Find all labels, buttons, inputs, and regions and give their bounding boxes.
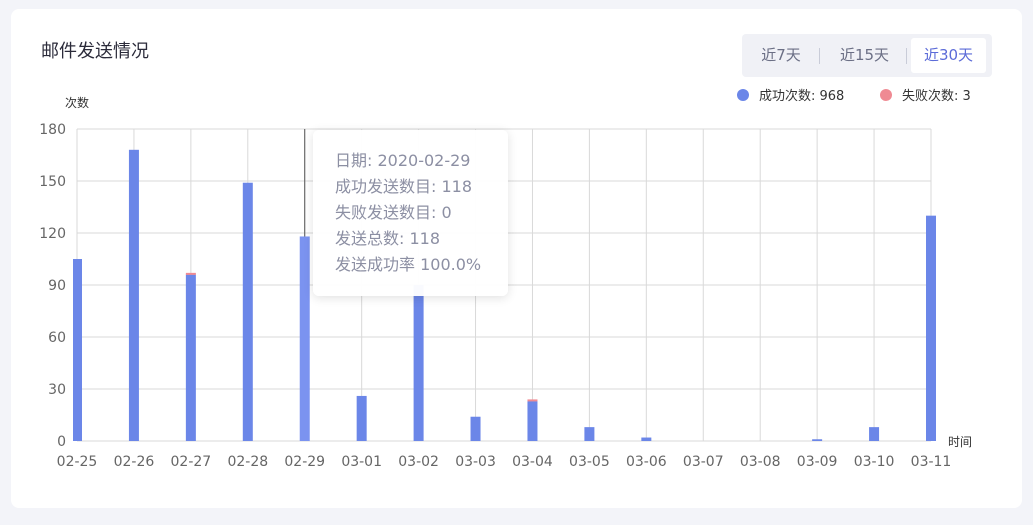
bar-success xyxy=(641,438,651,441)
y-tick-label: 0 xyxy=(57,434,66,450)
chart-tooltip: 日期: 2020-02-29 成功发送数目: 118 失败发送数目: 0 发送总… xyxy=(313,130,508,296)
x-tick-label: 03-04 xyxy=(512,454,553,470)
x-tick-label: 03-09 xyxy=(797,454,838,470)
x-tick-label: 03-03 xyxy=(455,454,496,470)
bar-success xyxy=(527,401,537,441)
x-tick-label: 02-27 xyxy=(171,454,212,470)
x-tick-label: 02-25 xyxy=(57,454,98,470)
bar-success xyxy=(243,183,253,441)
x-tick-label: 03-10 xyxy=(854,454,895,470)
x-tick-label: 03-08 xyxy=(740,454,781,470)
x-tick-label: 03-07 xyxy=(683,454,724,470)
bar-fail xyxy=(186,273,196,275)
bar-success xyxy=(186,275,196,441)
y-tick-label: 90 xyxy=(48,278,66,294)
x-tick-label: 02-26 xyxy=(114,454,155,470)
tooltip-date: 日期: 2020-02-29 xyxy=(335,148,508,174)
bar-success xyxy=(357,396,367,441)
y-tick-label: 150 xyxy=(39,174,66,190)
bar-success xyxy=(300,236,310,441)
x-tick-label: 03-05 xyxy=(569,454,610,470)
tooltip-total: 发送总数: 118 xyxy=(335,226,508,252)
y-tick-label: 30 xyxy=(48,382,66,398)
y-tick-label: 180 xyxy=(39,122,66,138)
x-tick-label: 03-01 xyxy=(341,454,382,470)
tooltip-rate: 发送成功率 100.0% xyxy=(335,252,508,278)
y-tick-label: 120 xyxy=(39,226,66,242)
bar-success xyxy=(73,259,82,441)
y-tick-label: 60 xyxy=(48,330,66,346)
tooltip-success: 成功发送数目: 118 xyxy=(335,174,508,200)
bar-fail xyxy=(527,399,537,401)
x-tick-label: 03-06 xyxy=(626,454,667,470)
bar-success xyxy=(926,216,936,441)
x-tick-label: 02-28 xyxy=(227,454,268,470)
bar-success xyxy=(869,427,879,441)
x-tick-label: 02-29 xyxy=(284,454,325,470)
bar-success xyxy=(584,427,594,441)
y-axis-label: 次数 xyxy=(65,95,89,110)
x-tick-label: 03-02 xyxy=(398,454,439,470)
x-axis-label: 时间 xyxy=(948,435,972,449)
bar-success xyxy=(812,439,822,441)
bar-success xyxy=(414,285,424,441)
tooltip-fail: 失败发送数目: 0 xyxy=(335,200,508,226)
x-tick-label: 03-11 xyxy=(911,454,952,470)
bar-success xyxy=(129,150,139,441)
bar-success xyxy=(471,417,481,441)
